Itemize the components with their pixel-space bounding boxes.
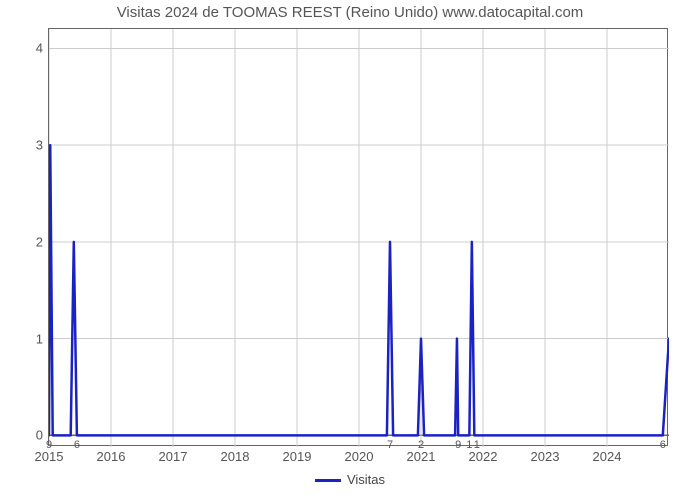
x-tick-label: 2021: [407, 449, 436, 464]
y-tick-label: 2: [36, 234, 43, 249]
y-tick-label: 3: [36, 138, 43, 153]
legend-swatch: [315, 479, 341, 482]
x-tick-label: 2022: [469, 449, 498, 464]
chart-title: Visitas 2024 de TOOMAS REEST (Reino Unid…: [0, 4, 700, 21]
plot-area: 0123420152016201720182019202020212022202…: [48, 28, 668, 446]
x-tick-label: 2023: [531, 449, 560, 464]
x-tick-label: 2017: [159, 449, 188, 464]
x-tick-label: 2016: [97, 449, 126, 464]
legend-label: Visitas: [347, 472, 385, 487]
x-tick-label: 2015: [35, 449, 64, 464]
legend: Visitas: [0, 472, 700, 487]
chart-container: Visitas 2024 de TOOMAS REEST (Reino Unid…: [0, 0, 700, 500]
x-tick-label: 2024: [593, 449, 622, 464]
x-tick-label: 2019: [283, 449, 312, 464]
x-tick-label: 2020: [345, 449, 374, 464]
y-tick-label: 1: [36, 331, 43, 346]
y-tick-label: 4: [36, 41, 43, 56]
y-tick-label: 0: [36, 428, 43, 443]
x-tick-label: 2018: [221, 449, 250, 464]
